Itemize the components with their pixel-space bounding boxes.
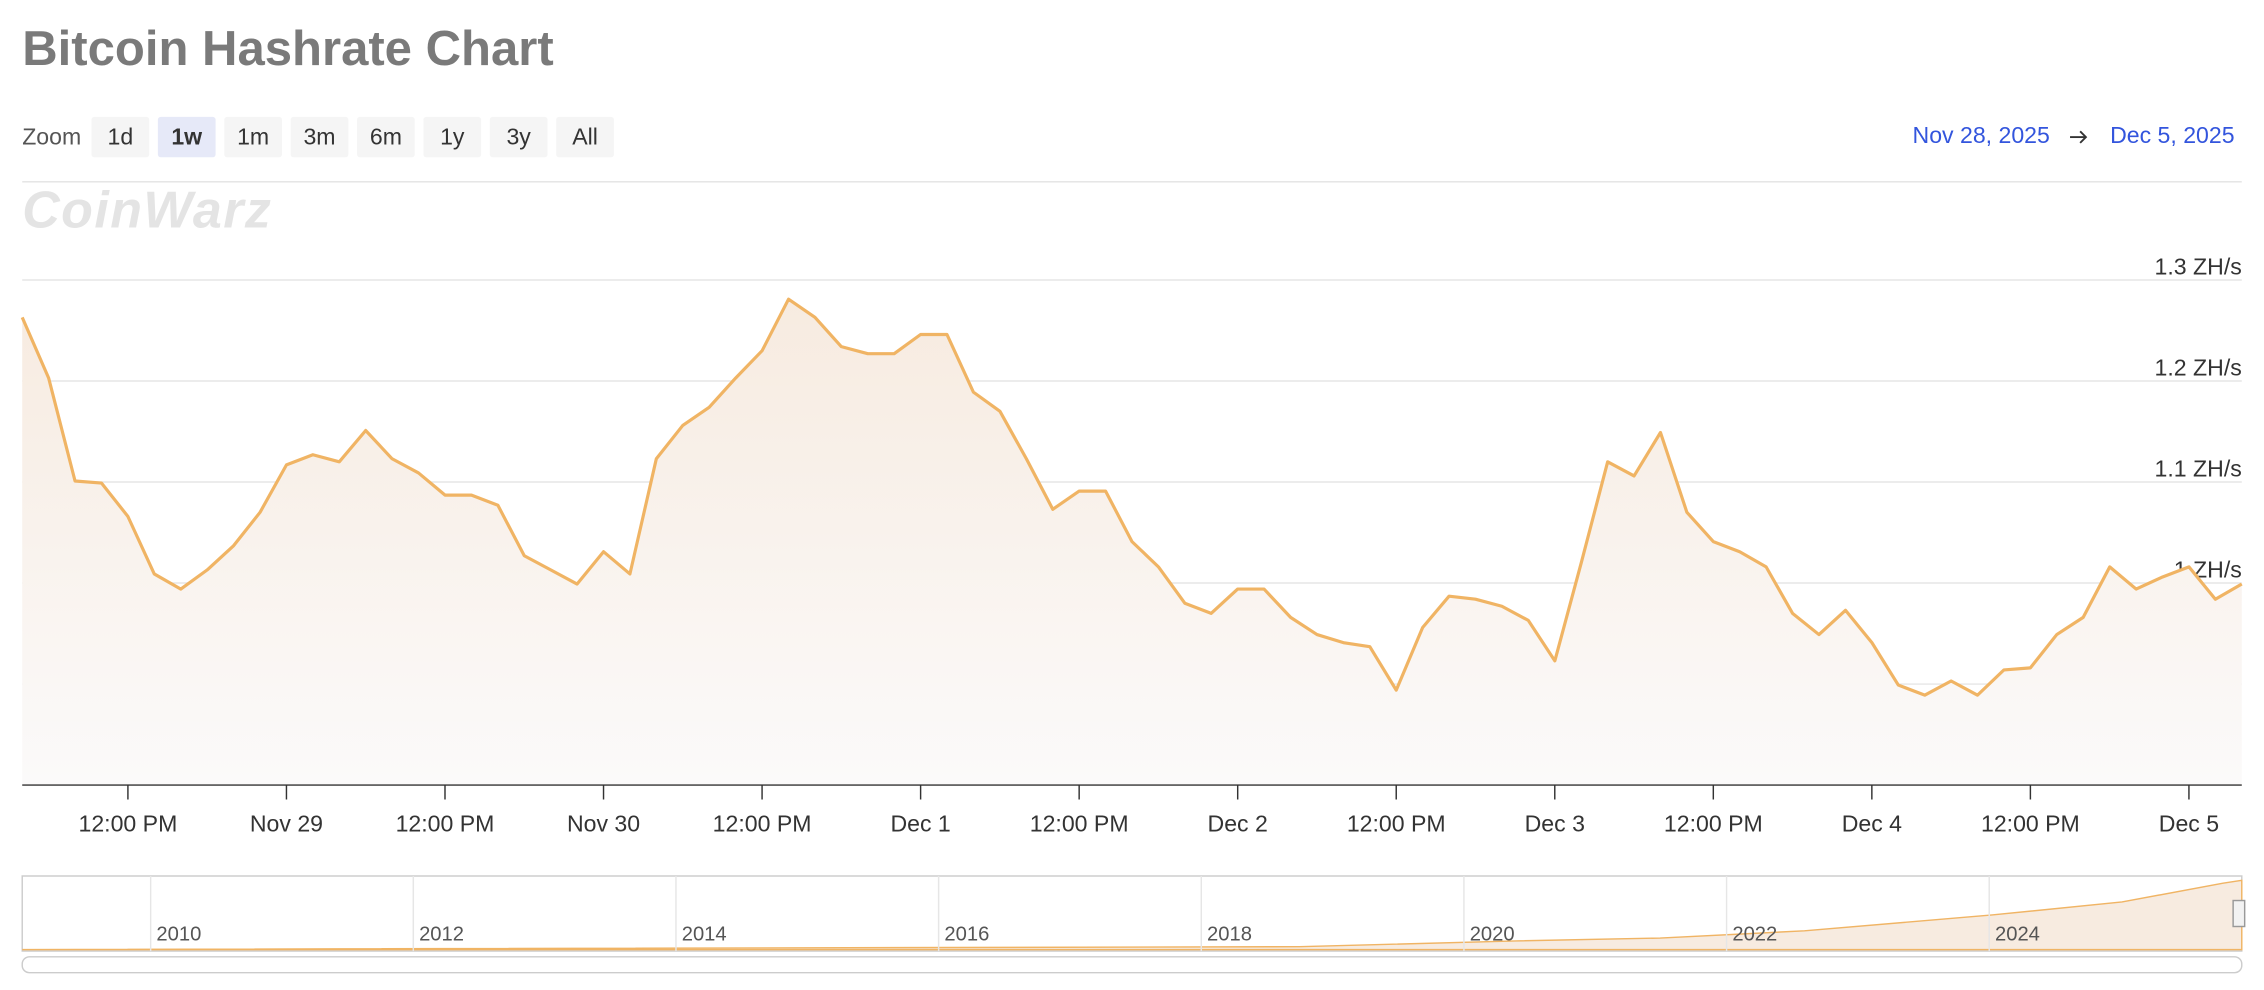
x-tick-label: 12:00 PM bbox=[1030, 811, 1129, 837]
navigator-label: 2022 bbox=[1732, 924, 1777, 946]
zoom-button[interactable] bbox=[157, 116, 216, 158]
zoom-button-label[interactable]: 1y bbox=[440, 124, 465, 150]
x-tick-label: Dec 2 bbox=[1208, 811, 1268, 837]
zoom-button[interactable] bbox=[224, 116, 282, 158]
x-tick-label: Nov 30 bbox=[567, 811, 640, 837]
watermark: CoinWarz bbox=[22, 181, 272, 239]
plot-area: 800 EH/s900 EH/s1 ZH/s1.1 ZH/s1.2 ZH/s1.… bbox=[20, 254, 2243, 837]
range-start[interactable]: Nov 28, 2025 bbox=[1913, 122, 2050, 148]
x-tick-label: Nov 29 bbox=[250, 811, 323, 837]
y-tick-label: 1.3 ZH/s bbox=[2155, 254, 2242, 280]
x-tick-label: 12:00 PM bbox=[1664, 811, 1763, 837]
navigator-label: 2024 bbox=[1995, 924, 2040, 946]
zoom-button-label[interactable]: 6m bbox=[370, 124, 402, 150]
x-tick-label: 12:00 PM bbox=[1347, 811, 1446, 837]
navigator-label: 2010 bbox=[156, 924, 201, 946]
zoom-button-label[interactable]: 3y bbox=[506, 124, 531, 150]
navigator-label: 2012 bbox=[419, 924, 464, 946]
navigator-label: 2018 bbox=[1207, 924, 1252, 946]
range-arrow bbox=[2070, 130, 2088, 144]
x-tick-label: Dec 1 bbox=[890, 811, 950, 837]
zoom-button-label[interactable]: All bbox=[572, 124, 598, 150]
zoom-button-label[interactable]: 3m bbox=[303, 124, 335, 150]
line bbox=[20, 297, 2243, 697]
zoom-button[interactable] bbox=[423, 116, 482, 158]
zoom-button[interactable] bbox=[489, 116, 548, 158]
navigator-label: 2016 bbox=[944, 924, 989, 946]
zoom-buttons: 1d 1w 1m 3m 6m 1y 3y All bbox=[91, 116, 614, 158]
zoom-button-label[interactable]: 1m bbox=[237, 124, 269, 150]
x-tick-label: 12:00 PM bbox=[713, 811, 812, 837]
x-tick-label: 12:00 PM bbox=[79, 811, 178, 837]
x-tick-label: Dec 3 bbox=[1525, 811, 1585, 837]
navigator: 2010 2012 2014 2016 2018 2020 2022 2024 bbox=[21, 875, 2246, 974]
zoom-button[interactable] bbox=[556, 116, 614, 158]
zoom-button-label[interactable]: 1d bbox=[108, 124, 134, 150]
range-end[interactable]: Dec 5, 2025 bbox=[2110, 122, 2234, 148]
navigator-label: 2014 bbox=[682, 924, 727, 946]
y-tick-label: 1.1 ZH/s bbox=[2155, 456, 2242, 482]
x-tick-label: Dec 4 bbox=[1842, 811, 1902, 837]
zoom-button[interactable] bbox=[290, 116, 349, 158]
x-tick-label: 12:00 PM bbox=[1981, 811, 2080, 837]
navigator-label: 2020 bbox=[1470, 924, 1515, 946]
zoom-button-label[interactable]: 1w bbox=[171, 124, 202, 150]
y-tick-label: 1.2 ZH/s bbox=[2155, 355, 2242, 381]
chart-title: Bitcoin Hashrate Chart bbox=[22, 22, 553, 76]
zoom-label: Zoom bbox=[22, 124, 81, 150]
zoom-button[interactable] bbox=[357, 116, 415, 158]
x-tick-label: Dec 5 bbox=[2159, 811, 2219, 837]
x-tick-label: 12:00 PM bbox=[396, 811, 495, 837]
zoom-button[interactable] bbox=[91, 116, 150, 158]
